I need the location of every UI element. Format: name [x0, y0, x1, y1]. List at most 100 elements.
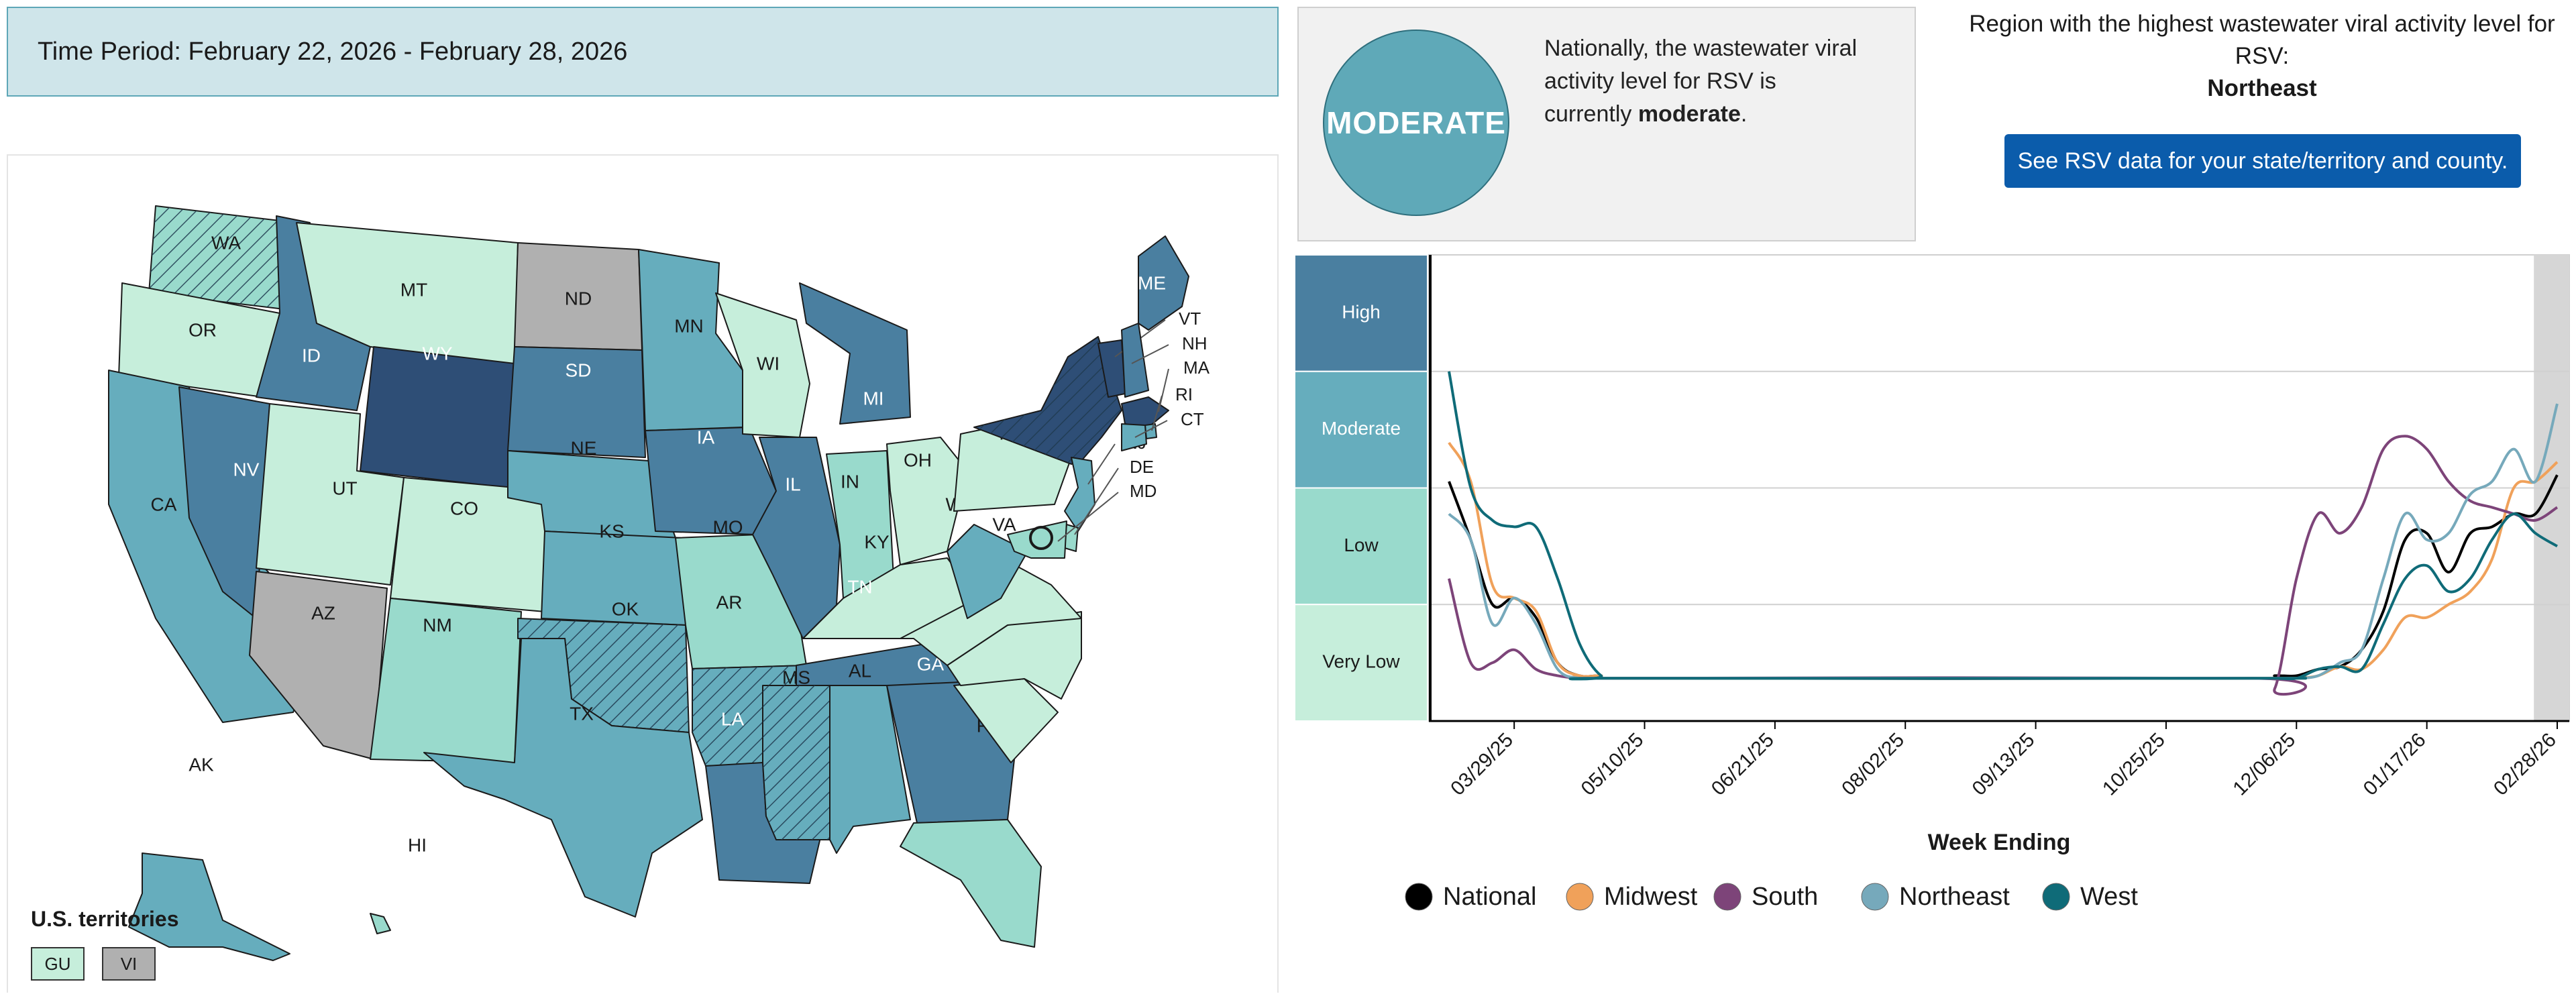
legend-item-west[interactable]: West — [2042, 883, 2138, 911]
state-label-tx: TX — [570, 703, 594, 724]
state-or[interactable]: OR — [118, 282, 280, 398]
x-tick: 06/21/25 — [1707, 721, 1778, 800]
state-wa[interactable]: WA — [148, 205, 297, 311]
state-mn[interactable]: MN — [638, 249, 743, 431]
series-line-south — [1448, 435, 2559, 696]
state-label-ia: IA — [697, 427, 715, 447]
state-nv[interactable]: NV — [178, 386, 270, 619]
svg-text:08/02/25: 08/02/25 — [1837, 729, 1909, 800]
x-tick: 09/13/25 — [1968, 721, 2039, 800]
state-nm[interactable]: NM — [370, 598, 522, 763]
x-tick: 10/25/25 — [2098, 721, 2169, 800]
territory-vi[interactable]: VI — [102, 947, 156, 981]
level-band-high: High — [1294, 254, 1428, 372]
state-oh[interactable]: OH — [886, 437, 968, 565]
state-label-az: AZ — [311, 602, 335, 623]
state-mi[interactable]: MI — [799, 282, 911, 425]
x-tick: 01/17/26 — [2359, 721, 2430, 800]
x-tick: 05/10/25 — [1577, 721, 1648, 800]
state-wi[interactable]: WI — [715, 292, 810, 438]
state-label-hi: HI — [408, 834, 427, 855]
highest-region-info: Region with the highest wastewater viral… — [1948, 8, 2576, 105]
level-band-very-low: Very Low — [1294, 604, 1428, 722]
highest-region-heading: Region with the highest wastewater viral… — [1969, 11, 2555, 69]
territory-gu[interactable]: GU — [31, 947, 85, 981]
svg-text:12/06/25: 12/06/25 — [2229, 729, 2300, 800]
svg-text:10/25/25: 10/25/25 — [2098, 729, 2169, 800]
state-label-ar: AR — [716, 592, 743, 612]
state-wy[interactable]: WY — [360, 343, 515, 488]
state-nh[interactable]: NH — [1121, 323, 1208, 398]
legend-item-south[interactable]: South — [1713, 883, 1818, 911]
state-hi[interactable]: HI — [370, 834, 427, 934]
state-ut[interactable]: UT — [256, 403, 405, 586]
svg-text:South: South — [1752, 883, 1818, 911]
state-label-va: VA — [992, 514, 1016, 535]
state-label-mt: MT — [400, 279, 427, 300]
time-period-banner: Time Period: February 22, 2026 - Februar… — [7, 7, 1279, 97]
state-label-wy: WY — [422, 343, 452, 364]
state-label-ut: UT — [332, 478, 357, 498]
level-band-low: Low — [1294, 487, 1428, 606]
x-tick: 08/02/25 — [1837, 721, 1909, 800]
state-nd[interactable]: ND — [514, 242, 643, 351]
state-sd[interactable]: SD — [507, 346, 646, 458]
state-ct[interactable]: CT — [1121, 409, 1204, 451]
state-ok[interactable]: OK — [517, 598, 690, 733]
legend-item-national[interactable]: National — [1405, 883, 1536, 911]
state-label-de: DE — [1130, 457, 1154, 477]
state-label-vt: VT — [1179, 309, 1201, 329]
national-level-card: MODERATE Nationally, the wastewater vira… — [1297, 7, 1916, 241]
svg-text:01/17/26: 01/17/26 — [2359, 729, 2430, 800]
state-ma[interactable]: MA — [1121, 357, 1210, 428]
state-label-ct: CT — [1181, 409, 1204, 429]
state-label-ca: CA — [151, 494, 177, 514]
territories-title: U.S. territories — [31, 907, 179, 931]
state-label-al: AL — [849, 660, 871, 681]
svg-text:West: West — [2080, 883, 2138, 911]
level-badge: MODERATE — [1323, 30, 1509, 216]
state-label-ma: MA — [1183, 357, 1210, 378]
us-map: WA OR CA NV ID MT WY UT CO AZ NM ND SD NE KS OK TX MN IA MO… — [108, 205, 1210, 961]
state-label-ak: AK — [189, 754, 214, 775]
state-ak[interactable]: AK — [128, 754, 290, 961]
state-label-sd: SD — [566, 360, 592, 380]
state-ms[interactable]: MS — [762, 667, 830, 840]
state-label-tn: TN — [847, 576, 872, 597]
legend-item-northeast[interactable]: Northeast — [1861, 883, 2010, 911]
state-label-mn: MN — [674, 315, 704, 336]
state-az[interactable]: AZ — [249, 571, 388, 760]
state-in[interactable]: IN — [826, 450, 894, 599]
x-tick: 12/06/25 — [2229, 721, 2300, 800]
state-me[interactable]: ME — [1138, 235, 1189, 331]
state-label-oh: OH — [904, 449, 932, 470]
state-co[interactable]: CO — [390, 477, 552, 612]
state-label-nv: NV — [233, 459, 260, 480]
legend-item-midwest[interactable]: Midwest — [1566, 883, 1698, 911]
svg-text:03/29/25: 03/29/25 — [1446, 729, 1517, 800]
see-state-data-button[interactable]: See RSV data for your state/territory an… — [2004, 134, 2521, 188]
x-tick: 03/29/25 — [1446, 721, 1517, 800]
trend-chart: High Moderate Low Very Low 03/29/25 05/10/25 0… — [1294, 254, 2570, 911]
state-tx[interactable]: TX — [423, 638, 703, 918]
state-label-wa: WA — [211, 232, 241, 253]
dc-marker-icon[interactable] — [1029, 526, 1053, 550]
svg-text:Very Low: Very Low — [1322, 651, 1400, 672]
state-de[interactable]: DE — [1064, 457, 1154, 552]
svg-text:05/10/25: 05/10/25 — [1577, 729, 1648, 800]
state-label-co: CO — [450, 498, 478, 518]
svg-text:Low: Low — [1344, 535, 1379, 555]
state-label-ks: KS — [599, 520, 624, 541]
state-label-or: OR — [189, 319, 217, 340]
state-label-nh: NH — [1182, 333, 1208, 353]
map-panel: WA OR CA NV ID MT WY UT CO AZ NM ND SD NE KS OK TX MN IA MO… — [7, 154, 1279, 993]
state-label-la: LA — [721, 708, 745, 729]
state-md[interactable]: MD — [1007, 481, 1157, 559]
svg-text:Midwest: Midwest — [1604, 883, 1698, 911]
svg-text:02/28/26: 02/28/26 — [2489, 729, 2561, 800]
state-label-nd: ND — [565, 288, 592, 309]
state-label-ms: MS — [782, 667, 810, 687]
svg-text:Moderate: Moderate — [1322, 418, 1401, 439]
state-ia[interactable]: IA — [645, 427, 777, 535]
svg-text:Northeast: Northeast — [1899, 883, 2010, 911]
